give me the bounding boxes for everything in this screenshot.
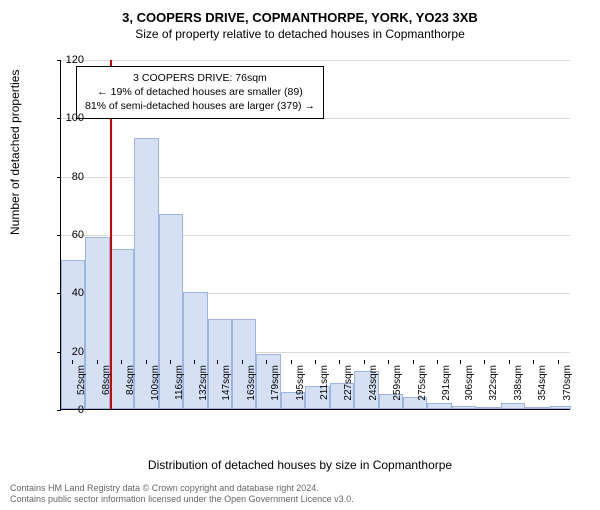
histogram-bar (476, 407, 500, 409)
xtick-label: 322sqm (488, 365, 499, 401)
xtick-label: 259sqm (392, 365, 403, 401)
xtick-mark (484, 360, 485, 364)
xtick-mark (364, 360, 365, 364)
info-line-1: 3 COOPERS DRIVE: 76sqm (85, 71, 315, 85)
xtick-label: 147sqm (221, 365, 232, 401)
info-line-2: ← 19% of detached houses are smaller (89… (85, 85, 315, 99)
xtick-label: 275sqm (417, 365, 428, 401)
xtick-mark (460, 360, 461, 364)
xtick-label: 163sqm (246, 365, 257, 401)
histogram-bar (525, 407, 549, 409)
xtick-label: 52sqm (76, 365, 87, 395)
histogram-bar (452, 406, 476, 409)
x-axis-label: Distribution of detached houses by size … (0, 458, 600, 472)
histogram-bar (501, 403, 525, 409)
xtick-label: 338sqm (513, 365, 524, 401)
xtick-mark (315, 360, 316, 364)
ytick-label: 80 (44, 171, 84, 183)
xtick-label: 354sqm (537, 365, 548, 401)
histogram-bar (427, 403, 451, 409)
xtick-label: 211sqm (319, 365, 330, 400)
xtick-label: 291sqm (441, 365, 452, 401)
xtick-label: 306sqm (464, 365, 475, 401)
xtick-mark (437, 360, 438, 364)
y-axis-label: Number of detached properties (8, 70, 22, 235)
xtick-mark (97, 360, 98, 364)
gridline-h (61, 60, 570, 61)
xtick-mark (217, 360, 218, 364)
xtick-mark (121, 360, 122, 364)
xtick-label: 179sqm (270, 365, 281, 401)
ytick-label: 20 (44, 346, 84, 358)
xtick-mark (266, 360, 267, 364)
ytick-label: 120 (44, 54, 84, 66)
credits-line-2: Contains public sector information licen… (10, 494, 590, 506)
xtick-label: 68sqm (101, 365, 112, 395)
credits-line-1: Contains HM Land Registry data © Crown c… (10, 483, 590, 495)
xtick-mark (291, 360, 292, 364)
xtick-label: 100sqm (150, 365, 161, 401)
xtick-mark (558, 360, 559, 364)
xtick-mark (388, 360, 389, 364)
xtick-mark (72, 360, 73, 364)
xtick-label: 132sqm (198, 365, 209, 401)
ytick-label: 0 (44, 404, 84, 416)
ytick-label: 100 (44, 112, 84, 124)
xtick-mark (533, 360, 534, 364)
ytick-label: 60 (44, 229, 84, 241)
xtick-label: 195sqm (295, 365, 306, 401)
ytick-label: 40 (44, 287, 84, 299)
xtick-label: 84sqm (125, 365, 136, 395)
info-line-3: 81% of semi-detached houses are larger (… (85, 99, 315, 113)
credits: Contains HM Land Registry data © Crown c… (10, 483, 590, 506)
info-annotation-box: 3 COOPERS DRIVE: 76sqm ← 19% of detached… (76, 66, 324, 119)
xtick-mark (413, 360, 414, 364)
xtick-mark (170, 360, 171, 364)
xtick-label: 116sqm (174, 365, 185, 400)
xtick-mark (242, 360, 243, 364)
xtick-label: 243sqm (368, 365, 379, 401)
chart-subtitle: Size of property relative to detached ho… (0, 27, 600, 41)
xtick-mark (339, 360, 340, 364)
histogram-bar (550, 406, 571, 409)
xtick-mark (509, 360, 510, 364)
xtick-label: 227sqm (343, 365, 354, 401)
chart-title: 3, COOPERS DRIVE, COPMANTHORPE, YORK, YO… (0, 10, 600, 25)
xtick-label: 370sqm (562, 365, 573, 401)
xtick-mark (194, 360, 195, 364)
xtick-mark (146, 360, 147, 364)
